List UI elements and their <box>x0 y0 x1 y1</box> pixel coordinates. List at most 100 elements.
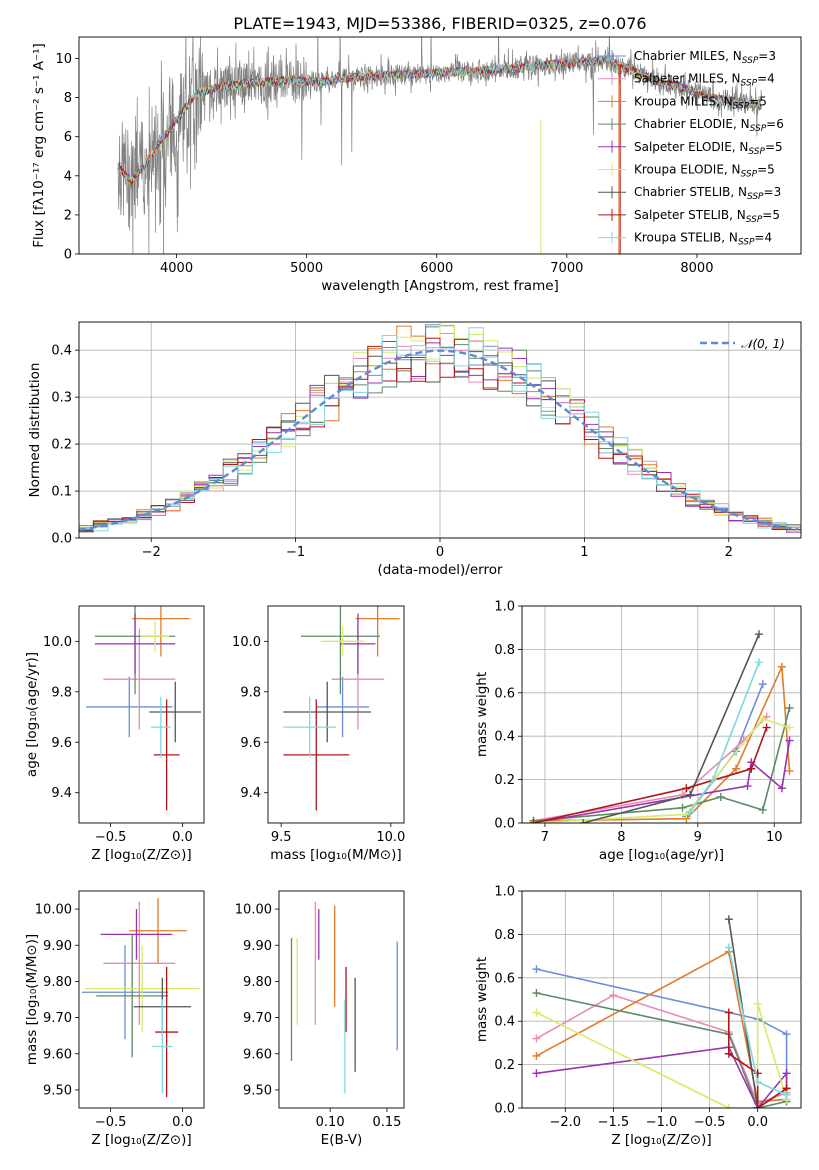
legend-model-name: Kroupa ELODIE <box>634 163 724 177</box>
legend-eq: = <box>754 231 764 245</box>
errorbar-chabrier-miles <box>316 676 369 738</box>
x-axis-label: Z [log₁₀(Z/Z⊙)] <box>91 847 191 863</box>
plot-area-age-vs-mass <box>283 606 400 811</box>
y-tick-label: 9.6 <box>51 736 72 751</box>
axes-frame <box>521 605 802 824</box>
errorbar-salpeter-miles <box>103 901 176 1025</box>
x-tick-label: −0.5 <box>95 1115 127 1130</box>
weight-marker <box>785 736 794 745</box>
x-tick-label: 2 <box>725 545 733 560</box>
legend-nssp-prefix: , N <box>721 231 738 245</box>
model-line-kroupa-stelib <box>117 55 762 182</box>
legend-nssp-prefix: , N <box>733 117 750 131</box>
weight-marker <box>753 999 762 1008</box>
axes-frame <box>521 890 802 1109</box>
weight-marker <box>532 965 541 974</box>
legend-eq: = <box>749 94 759 108</box>
x-tick-label: 7 <box>541 830 549 845</box>
errorbar-salpeter-elodie <box>94 613 176 675</box>
weight-marker <box>724 1049 733 1058</box>
errorbar-chabrier-miles <box>81 945 169 1040</box>
y-tick-label: 9.8 <box>51 685 72 700</box>
gaussian-curve <box>79 349 799 531</box>
x-tick-label: 8 <box>617 830 625 845</box>
weight-marker <box>529 819 538 823</box>
errorbar-kroupa-elodie <box>140 621 170 652</box>
y-tick-label: 0.6 <box>494 686 515 701</box>
errorbar-chabrier-elodie <box>300 606 380 695</box>
errorbar-kroupa-stelib <box>150 696 171 758</box>
y-tick-label: 0.6 <box>494 971 515 986</box>
weight-marker <box>724 943 733 952</box>
legend-model-name: Salpeter ELODIE <box>634 140 732 154</box>
weight-line <box>533 740 791 823</box>
plot-area-spectrum <box>117 37 763 254</box>
y-tick-label: 0.4 <box>494 1015 515 1030</box>
legend-nssp-value: 5 <box>775 140 783 154</box>
errorbar-kroupa-miles <box>129 898 187 964</box>
weight-marker <box>785 766 794 775</box>
legend-eq: = <box>764 185 774 199</box>
x-axis-label: (data-model)/error <box>377 562 503 578</box>
legend-entry-chabrier-stelib: Chabrier STELIB, NSSP=3 <box>634 185 781 202</box>
errorbar-kroupa-miles <box>355 606 400 657</box>
x-tick-label: −1.0 <box>646 1115 678 1130</box>
legend-subscript: SSP <box>750 124 767 134</box>
legend-nssp-prefix: , N <box>724 72 741 86</box>
errorbar-chabrier-stelib <box>283 681 372 743</box>
x-tick-label: 10.0 <box>376 830 405 845</box>
x-tick-label: 8000 <box>680 261 713 276</box>
y-axis-label: age [log₁₀(age/yr)] <box>24 652 40 777</box>
legend-model-name: Salpeter MILES <box>634 72 724 86</box>
plot-area-mass-vs-EBV <box>290 901 398 1094</box>
x-axis-label: Z [log₁₀(Z/Z⊙)] <box>611 1132 711 1148</box>
errorbar-chabrier-miles <box>86 676 173 738</box>
weight-marker <box>782 1030 791 1039</box>
weight-marker <box>678 803 687 812</box>
plot-area-mass-vs-Z <box>81 898 200 1098</box>
weight-line <box>536 1003 788 1108</box>
weight-marker <box>732 764 741 773</box>
legend-subscript: SSP <box>742 56 759 66</box>
x-tick-label: 5000 <box>290 261 323 276</box>
legend-eq: = <box>757 163 767 177</box>
legend-subscript: SSP <box>733 101 750 111</box>
y-axis-label: mass weight <box>474 957 490 1042</box>
y-tick-label: 9.90 <box>43 939 72 954</box>
axes-frame <box>78 605 205 824</box>
x-tick-label: 1 <box>580 545 588 560</box>
y-tick-label: 0.0 <box>494 817 515 832</box>
weight-series-chabrier-stelib <box>579 630 763 823</box>
y-tick-label: 9.50 <box>43 1083 72 1098</box>
x-tick-label: 4000 <box>160 261 193 276</box>
errorbar-kroupa-elodie <box>320 626 365 657</box>
weight-series-kroupa-stelib <box>686 658 763 817</box>
y-tick-label: 9.60 <box>43 1047 72 1062</box>
legend-nssp-prefix: , N <box>724 163 741 177</box>
gaussian-legend-label: 𝒩(0, 1) <box>741 337 785 351</box>
weight-marker <box>532 1069 541 1078</box>
weight-line <box>536 950 787 1103</box>
weight-line <box>536 968 788 1089</box>
weight-marker <box>747 764 756 773</box>
y-tick-label: 9.6 <box>240 736 261 751</box>
weight-marker <box>609 991 618 1000</box>
weight-marker <box>682 784 691 793</box>
legend-eq: = <box>757 72 767 86</box>
y-axis-label: Flux [fλ10⁻¹⁷ erg cm⁻² s⁻¹ A⁻¹] <box>31 43 47 248</box>
legend-nssp-value: 3 <box>768 49 776 63</box>
y-tick-label: 9.90 <box>243 939 272 954</box>
weight-series-salpeter-stelib <box>724 1008 791 1108</box>
axes-frame <box>78 890 205 1109</box>
weight-marker <box>785 723 794 732</box>
weight-line <box>533 717 790 823</box>
x-tick-label: 0 <box>436 545 444 560</box>
legend-eq: = <box>766 117 776 131</box>
panel-spectrum: 4000 5000 6000 7000 8000 0 2 4 6 8 10 wavelength [A… <box>31 36 802 294</box>
errorbar-chabrier-stelib <box>149 681 202 743</box>
errorbar-salpeter-stelib <box>153 699 180 811</box>
x-axis-label: mass [log₁₀(M/M⊙)] <box>270 847 401 863</box>
weight-marker <box>743 782 752 791</box>
legend-nssp-value: 3 <box>774 185 782 199</box>
